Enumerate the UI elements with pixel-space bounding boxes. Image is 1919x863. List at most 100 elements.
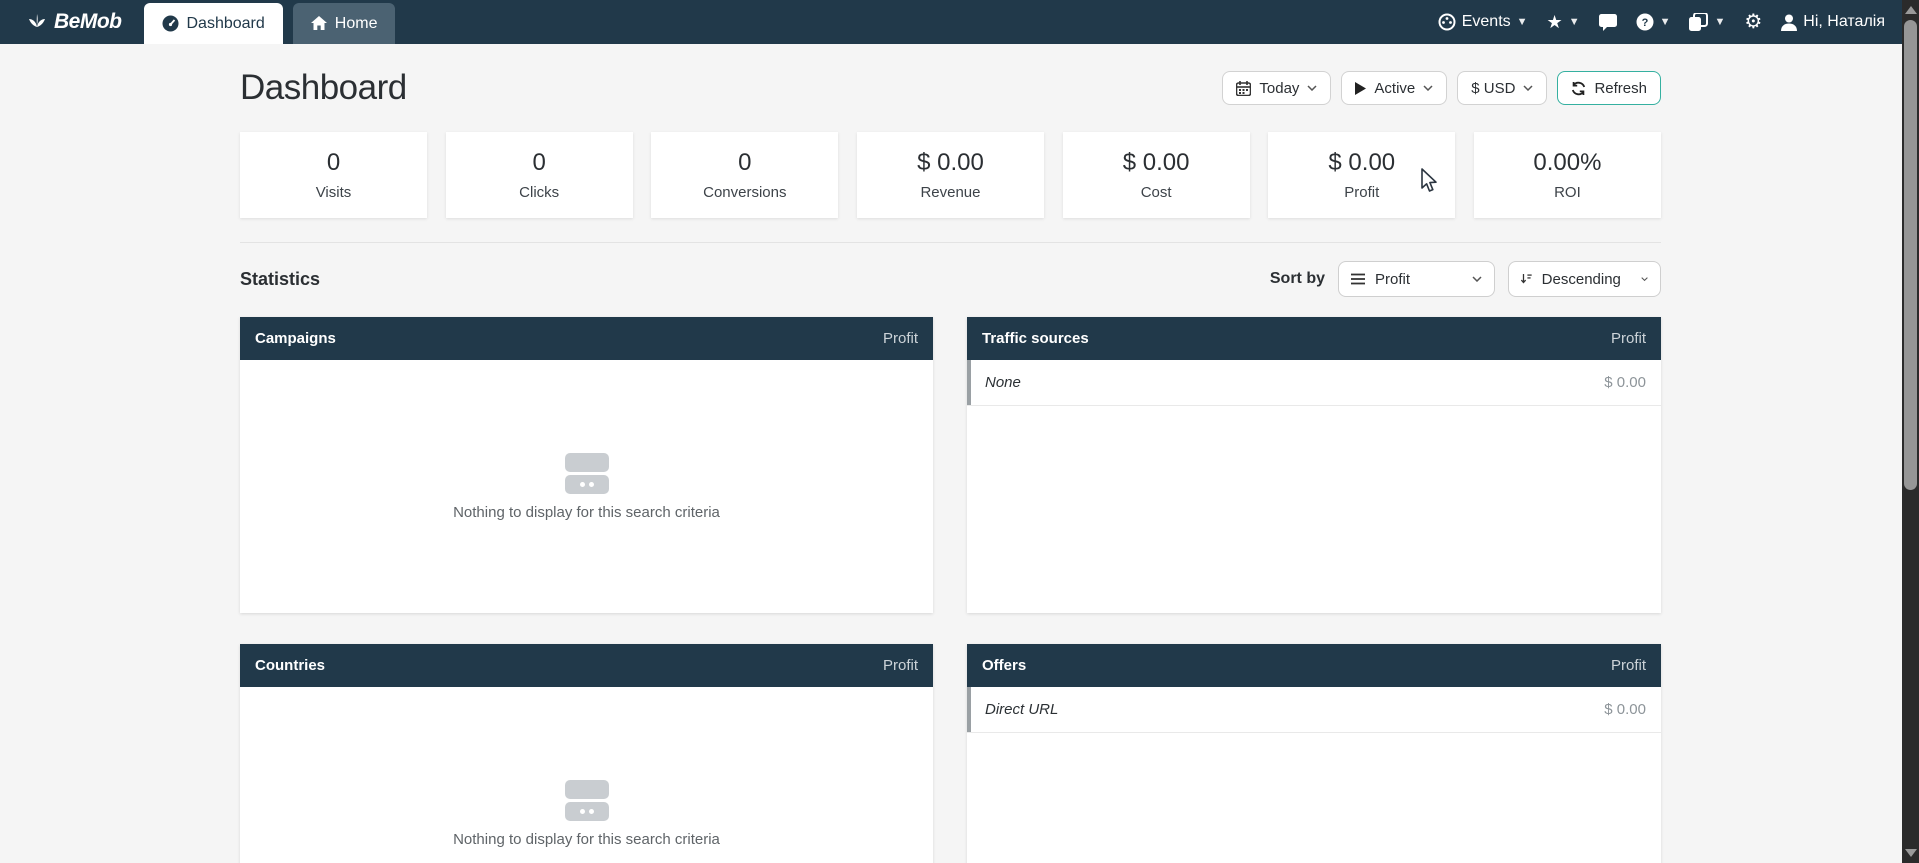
user-menu[interactable]: Hi, Наталія: [1781, 13, 1885, 31]
calendar-icon: [1236, 80, 1252, 96]
bemob-leaf-icon: [29, 14, 45, 27]
panel-title: Campaigns: [255, 330, 336, 347]
bemob-logo[interactable]: BeMob: [0, 0, 144, 44]
card-value: $ 0.00: [917, 149, 984, 176]
card-cost: $ 0.00 Cost: [1062, 132, 1250, 218]
card-value: 0: [532, 149, 546, 176]
help-menu[interactable]: ? ▼: [1636, 13, 1671, 31]
home-icon: [310, 16, 327, 30]
help-icon: ?: [1636, 13, 1654, 31]
card-visits: 0 Visits: [240, 132, 427, 218]
chevron-down-icon: [1641, 277, 1648, 282]
card-label: Profit: [1344, 184, 1380, 201]
card-value: $ 0.00: [1328, 149, 1396, 176]
vertical-scrollbar[interactable]: [1902, 0, 1919, 863]
stack-icon: [1689, 13, 1709, 31]
workspace-menu[interactable]: ▼: [1689, 13, 1725, 31]
user-greeting: Hi, Наталія: [1803, 13, 1885, 30]
panel-title: Countries: [255, 657, 326, 674]
currency-label: $ USD: [1471, 79, 1516, 97]
toolbar: Today Active $ USD: [1222, 71, 1661, 105]
tab-home-label: Home: [334, 14, 378, 32]
scroll-down-arrow-icon[interactable]: [1905, 849, 1917, 857]
chevron-down-icon: ▼: [1568, 16, 1580, 28]
card-label: ROI: [1554, 184, 1581, 201]
empty-state: Nothing to display for this search crite…: [240, 360, 933, 613]
panel-metric-label: Profit: [882, 330, 918, 347]
refresh-label: Refresh: [1594, 79, 1647, 97]
row-label: None: [985, 374, 1021, 391]
currency-button[interactable]: $ USD: [1457, 71, 1548, 105]
empty-state-text: Nothing to display for this search crite…: [453, 830, 720, 848]
panel-body: Direct URL $ 0.00: [967, 687, 1661, 863]
settings-button[interactable]: ⚙: [1744, 12, 1762, 32]
sort-by-label: Sort by: [1269, 270, 1325, 287]
card-label: Conversions: [703, 184, 787, 201]
panel-metric-label: Profit: [1610, 330, 1646, 347]
list-item[interactable]: Direct URL $ 0.00: [967, 687, 1661, 733]
feedback-button[interactable]: [1598, 13, 1617, 31]
sort-controls: Sort by Profit: [1270, 261, 1661, 297]
list-item[interactable]: None $ 0.00: [967, 360, 1661, 406]
tab-home[interactable]: Home: [292, 3, 396, 44]
svg-text:?: ?: [1641, 17, 1648, 29]
section-divider: [240, 242, 1661, 243]
panel-title: Offers: [982, 657, 1027, 674]
card-label: Revenue: [920, 184, 981, 201]
summary-cards: 0 Visits 0 Clicks 0 Conversions $ 0.00 R…: [240, 132, 1661, 218]
chevron-down-icon: ▼: [1714, 16, 1726, 28]
user-icon: [1781, 14, 1798, 31]
page-title: Dashboard: [240, 68, 407, 107]
panel-header: Campaigns Profit: [240, 317, 933, 360]
sort-descending-icon: [1521, 274, 1532, 284]
refresh-button[interactable]: Refresh: [1557, 71, 1661, 105]
scrollbar-thumb[interactable]: [1904, 20, 1917, 490]
status-filter-button[interactable]: Active: [1341, 71, 1448, 105]
statistics-heading: Statistics: [240, 268, 321, 289]
date-range-button[interactable]: Today: [1222, 71, 1332, 105]
chevron-down-icon: [1307, 85, 1317, 91]
panel-body: Nothing to display for this search crite…: [240, 360, 933, 613]
events-dial-icon: [1438, 13, 1456, 31]
dashboard-gauge-icon: [162, 15, 178, 32]
card-value: 0: [738, 149, 752, 176]
row-label: Direct URL: [985, 701, 1059, 718]
panel-metric-label: Profit: [882, 657, 918, 674]
panel-title: Traffic sources: [982, 330, 1089, 347]
panel-traffic-sources: Traffic sources Profit None $ 0.00: [967, 317, 1661, 613]
empty-database-icon: [564, 779, 609, 821]
page-content: Dashboard Today: [240, 64, 1661, 863]
sort-field-value: Profit: [1375, 270, 1411, 288]
card-label: Clicks: [519, 184, 560, 201]
favorites-menu[interactable]: ★ ▼: [1547, 13, 1580, 31]
chevron-down-icon: [1523, 85, 1533, 91]
status-filter-label: Active: [1374, 79, 1416, 97]
card-value: 0.00%: [1533, 149, 1602, 176]
tab-dashboard[interactable]: Dashboard: [143, 3, 283, 44]
chevron-down-icon: ▼: [1659, 16, 1671, 28]
card-label: Visits: [315, 184, 352, 201]
chat-icon: [1598, 13, 1617, 31]
empty-database-icon: [564, 452, 609, 494]
sort-order-value: Descending: [1541, 270, 1621, 288]
card-conversions: 0 Conversions: [651, 132, 839, 218]
panel-header: Countries Profit: [240, 644, 933, 687]
chevron-down-icon: ▼: [1516, 16, 1528, 28]
events-menu[interactable]: Events ▼: [1438, 13, 1528, 31]
sort-order-select[interactable]: Descending: [1508, 261, 1661, 297]
panel-countries: Countries Profit Nothing to display for …: [240, 644, 933, 863]
card-roi: 0.00% ROI: [1473, 132, 1661, 218]
panel-body: None $ 0.00: [967, 360, 1661, 613]
scroll-up-arrow-icon[interactable]: [1905, 6, 1917, 14]
panel-offers: Offers Profit Direct URL $ 0.00: [967, 644, 1661, 863]
panel-header: Offers Profit: [967, 644, 1661, 687]
card-profit: $ 0.00 Profit: [1268, 132, 1456, 218]
statistics-panels: Campaigns Profit Nothing to display for …: [240, 317, 1661, 863]
page-header: Dashboard Today: [240, 64, 1661, 112]
panel-header: Traffic sources Profit: [967, 317, 1661, 360]
tab-dashboard-label: Dashboard: [186, 14, 265, 32]
chevron-down-icon: [1472, 276, 1482, 282]
date-range-label: Today: [1259, 79, 1300, 97]
navbar-right: Events ▼ ★ ▼ ? ▼ ▼: [1438, 0, 1919, 44]
sort-field-select[interactable]: Profit: [1338, 261, 1495, 297]
